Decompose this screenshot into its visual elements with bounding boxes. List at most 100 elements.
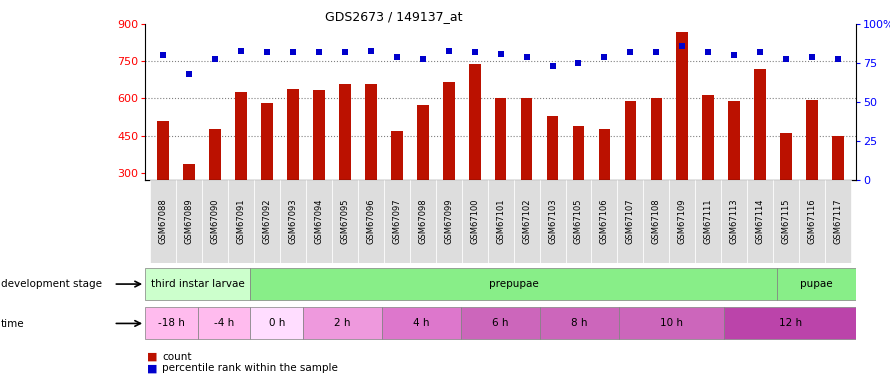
Text: -4 h: -4 h	[214, 318, 234, 328]
FancyBboxPatch shape	[565, 180, 592, 262]
FancyBboxPatch shape	[539, 180, 565, 262]
FancyBboxPatch shape	[669, 180, 695, 262]
Text: 6 h: 6 h	[492, 318, 509, 328]
FancyBboxPatch shape	[145, 308, 198, 339]
Text: ■: ■	[147, 352, 158, 362]
Text: GSM67088: GSM67088	[158, 198, 167, 244]
FancyBboxPatch shape	[332, 180, 358, 262]
Text: 4 h: 4 h	[413, 318, 430, 328]
Text: GSM67095: GSM67095	[340, 198, 350, 244]
Text: time: time	[1, 319, 25, 328]
FancyBboxPatch shape	[198, 308, 250, 339]
Bar	[417, 105, 429, 247]
Text: GSM67093: GSM67093	[288, 198, 297, 244]
FancyBboxPatch shape	[592, 180, 618, 262]
Bar	[546, 116, 558, 247]
Text: GSM67115: GSM67115	[781, 198, 790, 244]
FancyBboxPatch shape	[280, 180, 306, 262]
FancyBboxPatch shape	[358, 180, 384, 262]
Text: count: count	[162, 352, 191, 362]
FancyBboxPatch shape	[618, 180, 643, 262]
Bar	[339, 84, 351, 247]
Bar	[495, 99, 506, 247]
FancyBboxPatch shape	[306, 180, 332, 262]
Bar	[391, 130, 402, 247]
Bar	[651, 99, 662, 247]
FancyBboxPatch shape	[436, 180, 462, 262]
Text: GSM67090: GSM67090	[211, 198, 220, 244]
Text: GSM67098: GSM67098	[418, 198, 427, 244]
Text: GSM67113: GSM67113	[730, 198, 739, 244]
FancyBboxPatch shape	[721, 180, 748, 262]
Bar	[806, 100, 818, 247]
FancyBboxPatch shape	[384, 180, 409, 262]
FancyBboxPatch shape	[176, 180, 202, 262]
Text: GSM67107: GSM67107	[626, 198, 635, 244]
Text: prepupae: prepupae	[489, 279, 538, 289]
Bar	[781, 133, 792, 247]
Bar	[313, 90, 325, 247]
FancyBboxPatch shape	[250, 268, 777, 300]
FancyBboxPatch shape	[303, 308, 382, 339]
Text: 10 h: 10 h	[660, 318, 684, 328]
FancyBboxPatch shape	[777, 268, 856, 300]
Text: GSM67089: GSM67089	[185, 198, 194, 244]
Bar	[625, 101, 636, 247]
FancyBboxPatch shape	[254, 180, 280, 262]
Bar	[209, 129, 221, 247]
Bar	[443, 82, 455, 247]
Text: GSM67117: GSM67117	[834, 198, 843, 244]
Text: third instar larvae: third instar larvae	[151, 279, 245, 289]
FancyBboxPatch shape	[619, 308, 724, 339]
Text: GSM67102: GSM67102	[522, 198, 531, 244]
Text: GSM67106: GSM67106	[600, 198, 609, 244]
Text: ■: ■	[147, 363, 158, 373]
Bar	[755, 69, 766, 247]
Bar	[676, 32, 688, 247]
Text: percentile rank within the sample: percentile rank within the sample	[162, 363, 338, 373]
Title: GDS2673 / 149137_at: GDS2673 / 149137_at	[325, 10, 463, 23]
Bar	[599, 129, 611, 247]
FancyBboxPatch shape	[250, 308, 303, 339]
FancyBboxPatch shape	[540, 308, 619, 339]
Text: GSM67103: GSM67103	[548, 198, 557, 244]
Bar	[728, 101, 740, 247]
Text: GSM67100: GSM67100	[470, 198, 479, 244]
FancyBboxPatch shape	[382, 308, 461, 339]
Text: GSM67114: GSM67114	[756, 198, 765, 244]
Text: GSM67099: GSM67099	[444, 198, 453, 244]
FancyBboxPatch shape	[461, 308, 540, 339]
FancyBboxPatch shape	[488, 180, 514, 262]
Text: 8 h: 8 h	[571, 318, 588, 328]
Text: GSM67101: GSM67101	[496, 198, 506, 244]
Text: GSM67105: GSM67105	[574, 198, 583, 244]
Text: GSM67097: GSM67097	[392, 198, 401, 244]
Bar	[235, 92, 247, 247]
Bar	[521, 99, 532, 247]
Text: pupae: pupae	[800, 279, 833, 289]
FancyBboxPatch shape	[462, 180, 488, 262]
Bar	[572, 126, 585, 247]
FancyBboxPatch shape	[724, 308, 856, 339]
Bar	[261, 104, 273, 247]
Text: GSM67094: GSM67094	[314, 198, 323, 244]
FancyBboxPatch shape	[695, 180, 721, 262]
FancyBboxPatch shape	[228, 180, 254, 262]
Bar	[469, 64, 481, 247]
Text: GSM67091: GSM67091	[237, 198, 246, 244]
Text: 2 h: 2 h	[335, 318, 351, 328]
Text: GSM67111: GSM67111	[704, 198, 713, 244]
Bar	[287, 88, 299, 247]
Text: 12 h: 12 h	[779, 318, 802, 328]
FancyBboxPatch shape	[514, 180, 539, 262]
Bar	[365, 84, 376, 247]
Bar	[702, 95, 714, 247]
FancyBboxPatch shape	[825, 180, 851, 262]
Text: -18 h: -18 h	[158, 318, 185, 328]
Bar	[158, 121, 169, 247]
FancyBboxPatch shape	[799, 180, 825, 262]
FancyBboxPatch shape	[748, 180, 773, 262]
FancyBboxPatch shape	[145, 268, 250, 300]
Text: 0 h: 0 h	[269, 318, 285, 328]
Text: GSM67092: GSM67092	[263, 198, 271, 244]
